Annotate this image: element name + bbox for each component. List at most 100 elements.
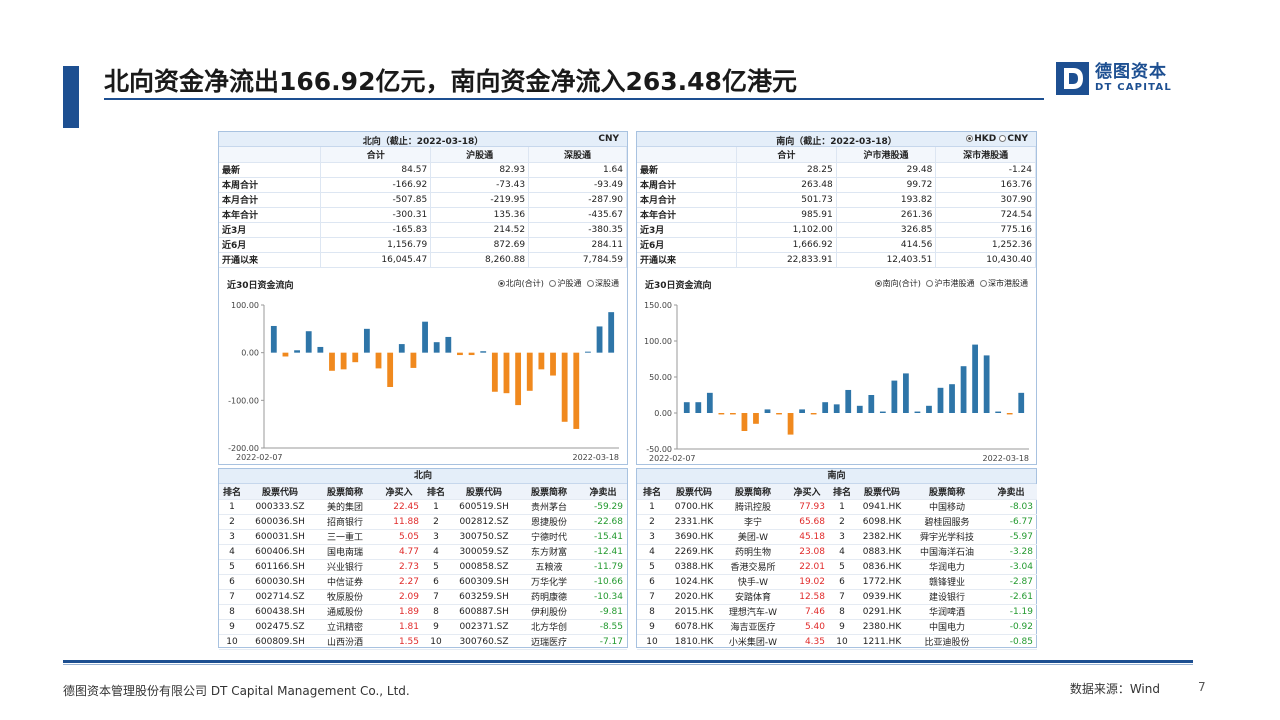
- rank-cell: 600030.SH: [245, 574, 315, 590]
- rank-cell: 2.09: [375, 589, 423, 605]
- y-tick-label: 100.00: [231, 301, 259, 310]
- table-row[interactable]: 8 2015.HK 理想汽车-W 7.46 8 0291.HK 华润啤酒 -1.19: [637, 604, 1037, 620]
- chart-bar: [340, 352, 347, 369]
- rank-cell: -1.19: [985, 604, 1037, 620]
- chart-bar: [972, 344, 978, 413]
- table-row[interactable]: 6 1024.HK 快手-W 19.02 6 1772.HK 赣锋锂业 -2.87: [637, 574, 1037, 590]
- currency-hkd[interactable]: HKD: [974, 134, 997, 144]
- stats-cell: -287.90: [528, 192, 627, 208]
- south-panel: 南向（截止：2022-03-18） HKD CNY 合计 沪市港股通 深市港股通…: [636, 131, 1037, 465]
- stats-cell: 1,156.79: [320, 237, 432, 253]
- legend-sh-connect[interactable]: 沪股通: [549, 279, 581, 288]
- rank-cell: 2331.HK: [667, 514, 721, 530]
- legend-sh-hk-connect[interactable]: 沪市港股通: [926, 279, 974, 288]
- table-row[interactable]: 5 0388.HK 香港交易所 22.01 5 0836.HK 华润电力 -3.04: [637, 559, 1037, 575]
- rank-cell: 8: [637, 604, 667, 620]
- rank-cell: -8.03: [985, 499, 1037, 515]
- rank-cell: 2380.HK: [855, 619, 909, 635]
- table-row[interactable]: 7 002714.SZ 牧原股份 2.09 7 603259.SH 药明康德 -10.34: [219, 589, 627, 605]
- stats-cell: 12,403.51: [836, 252, 937, 268]
- table-row[interactable]: 2 2331.HK 李宁 65.68 2 6098.HK 碧桂园服务 -6.77: [637, 514, 1037, 530]
- rank-cell: 4: [219, 544, 245, 560]
- rank-cell: 2: [423, 514, 449, 530]
- x-start-label: 2022-02-07: [649, 454, 696, 463]
- chart-bar: [515, 352, 522, 405]
- rank-cell: 1: [829, 499, 855, 515]
- table-row[interactable]: 9 6078.HK 海吉亚医疗 5.40 9 2380.HK 中国电力 -0.92: [637, 619, 1037, 635]
- footer-divider-thin: [63, 664, 1193, 665]
- rank-header: 股票简称: [315, 484, 375, 500]
- rank-header: 排名: [219, 484, 245, 500]
- footer-company: 德图资本管理股份有限公司 DT Capital Management Co., …: [63, 684, 410, 698]
- y-tick-label: -200.00: [228, 444, 259, 453]
- rank-cell: 牧原股份: [315, 589, 375, 605]
- table-row[interactable]: 10 600809.SH 山西汾酒 1.55 10 300760.SZ 迈瑞医疗 -7.17: [219, 634, 627, 650]
- rank-cell: 600036.SH: [245, 514, 315, 530]
- rank-cell: 华润电力: [909, 559, 985, 575]
- rank-cell: 6: [637, 574, 667, 590]
- rank-cell: 1: [423, 499, 449, 515]
- table-row[interactable]: 5 601166.SH 兴业银行 2.73 5 000858.SZ 五粮液 -11.79: [219, 559, 627, 575]
- table-row[interactable]: 2 600036.SH 招商银行 11.88 2 002812.SZ 恩捷股份 -22.68: [219, 514, 627, 530]
- rank-cell: 5: [637, 559, 667, 575]
- rank-cell: 恩捷股份: [519, 514, 579, 530]
- table-row[interactable]: 10 1810.HK 小米集团-W 4.35 10 1211.HK 比亚迪股份 -0.85: [637, 634, 1037, 650]
- chart-bar: [410, 352, 417, 368]
- legend-south-total[interactable]: 南向(合计): [874, 279, 921, 288]
- rank-cell: 1: [637, 499, 667, 515]
- radio-icon: [980, 279, 987, 287]
- chart-bar: [445, 336, 452, 353]
- north-rank-panel: 北向 排名 股票代码 股票简称 净买入 排名 股票代码 股票简称 净卖出 1 000333.SZ…: [218, 468, 628, 650]
- rank-cell: 5: [423, 559, 449, 575]
- north-header: 北向（截止：2022-03-18） CNY: [219, 132, 627, 147]
- chart-bar: [856, 405, 863, 413]
- table-row[interactable]: 3 3690.HK 美团-W 45.18 3 2382.HK 舜宇光学科技 -5.97: [637, 529, 1037, 545]
- legend-sz-hk-connect[interactable]: 深市港股通: [980, 279, 1028, 288]
- table-row[interactable]: 4 2269.HK 药明生物 23.08 4 0883.HK 中国海洋石油 -3.28: [637, 544, 1037, 560]
- south-currency-toggle[interactable]: HKD CNY: [966, 134, 1028, 144]
- table-row[interactable]: 3 600031.SH 三一重工 5.05 3 300750.SZ 宁德时代 -15.41: [219, 529, 627, 545]
- table-row[interactable]: 8 600438.SH 通威股份 1.89 8 600887.SH 伊利股份 -9.81: [219, 604, 627, 620]
- north-chart-area: 近30日资金流向 北向(合计) 沪股通 深股通 100.00 0.00 -100.0…: [219, 268, 627, 466]
- chart-bar: [995, 411, 1002, 413]
- rank-cell: 002812.SZ: [449, 514, 519, 530]
- rank-cell: 19.02: [785, 574, 829, 590]
- y-tick-label: 0.00: [654, 409, 672, 418]
- rank-cell: 3690.HK: [667, 529, 721, 545]
- stats-cell: 28.25: [736, 162, 837, 178]
- table-row[interactable]: 7 2020.HK 安踏体育 12.58 7 0939.HK 建设银行 -2.61: [637, 589, 1037, 605]
- y-tick-label: -100.00: [228, 396, 259, 405]
- rank-cell: 77.93: [785, 499, 829, 515]
- stats-header: 深市港股通: [935, 147, 1036, 163]
- currency-cny[interactable]: CNY: [1007, 134, 1028, 144]
- table-row[interactable]: 4 600406.SH 国电南瑞 4.77 4 300059.SZ 东方财富 -12.41: [219, 544, 627, 560]
- stats-cell: 7,784.59: [528, 252, 627, 268]
- table-row[interactable]: 6 600030.SH 中信证券 2.27 6 600309.SH 万华化学 -10.66: [219, 574, 627, 590]
- chart-bar: [561, 352, 568, 422]
- table-row[interactable]: 1 0700.HK 腾讯控股 77.93 1 0941.HK 中国移动 -8.03: [637, 499, 1037, 515]
- chart-bar: [585, 351, 591, 353]
- rank-cell: 中国电力: [909, 619, 985, 635]
- north-chart-title: 近30日资金流向: [227, 280, 294, 291]
- stats-cell: 1,102.00: [736, 222, 837, 238]
- y-tick-label: 50.00: [649, 373, 672, 382]
- rank-cell: -12.41: [579, 544, 627, 560]
- legend-north-total[interactable]: 北向(合计): [497, 279, 544, 288]
- legend-sz-connect[interactable]: 深股通: [587, 279, 619, 288]
- stats-cell: 261.36: [836, 207, 937, 223]
- south-stats-table: 合计 沪市港股通 深市港股通 最新 28.25 29.48 -1.24 本周合计 263.…: [637, 147, 1036, 268]
- rank-cell: 600438.SH: [245, 604, 315, 620]
- table-row[interactable]: 9 002475.SZ 立讯精密 1.81 9 002371.SZ 北方华创 -8.55: [219, 619, 627, 635]
- rank-cell: 9: [423, 619, 449, 635]
- rank-cell: 通威股份: [315, 604, 375, 620]
- table-row[interactable]: 1 000333.SZ 美的集团 22.45 1 600519.SH 贵州茅台 -59.29: [219, 499, 627, 515]
- chart-bar: [706, 392, 713, 413]
- rank-header: 股票简称: [721, 484, 785, 500]
- page-title: 北向资金净流出166.92亿元，南向资金净流入263.48亿港元: [104, 67, 797, 96]
- stats-row: 开通以来 16,045.47 8,260.88 7,784.59: [219, 252, 627, 268]
- chart-bar: [695, 401, 702, 413]
- rank-cell: 600887.SH: [449, 604, 519, 620]
- rank-cell: -0.85: [985, 634, 1037, 650]
